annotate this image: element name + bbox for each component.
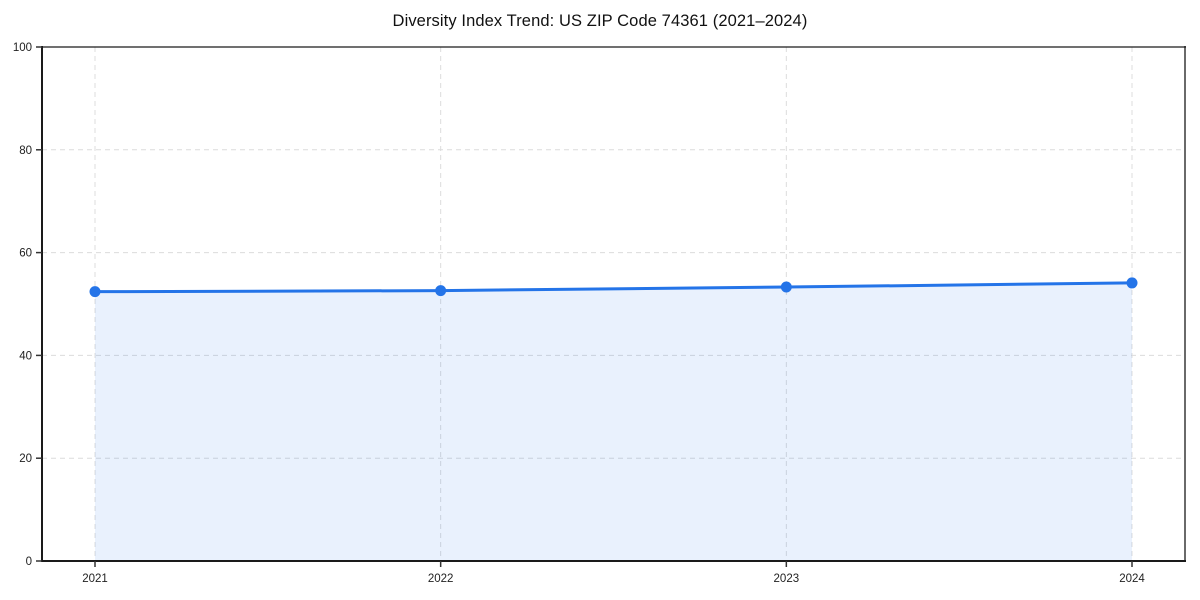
y-tick-label: 100 [13,42,32,54]
trend-line [93,281,1134,294]
y-tick-label: 40 [19,350,32,362]
data-point-2023 [780,281,792,293]
y-tick-label: 0 [26,556,32,568]
x-tick-label: 2021 [82,573,108,585]
x-tick-label: 2022 [428,573,454,585]
x-tick-label: 2023 [774,573,800,585]
chart-title: Diversity Index Trend: US ZIP Code 74361… [392,12,808,30]
y-tick-label: 20 [19,453,32,465]
y-tick-label: 80 [19,145,32,157]
data-point-2022 [435,285,447,297]
data-point-2024 [1126,277,1138,289]
area-fill [95,282,1132,561]
x-tick-label: 2024 [1119,573,1145,585]
y-tick-label: 60 [19,248,32,260]
data-point-2021 [89,286,101,298]
